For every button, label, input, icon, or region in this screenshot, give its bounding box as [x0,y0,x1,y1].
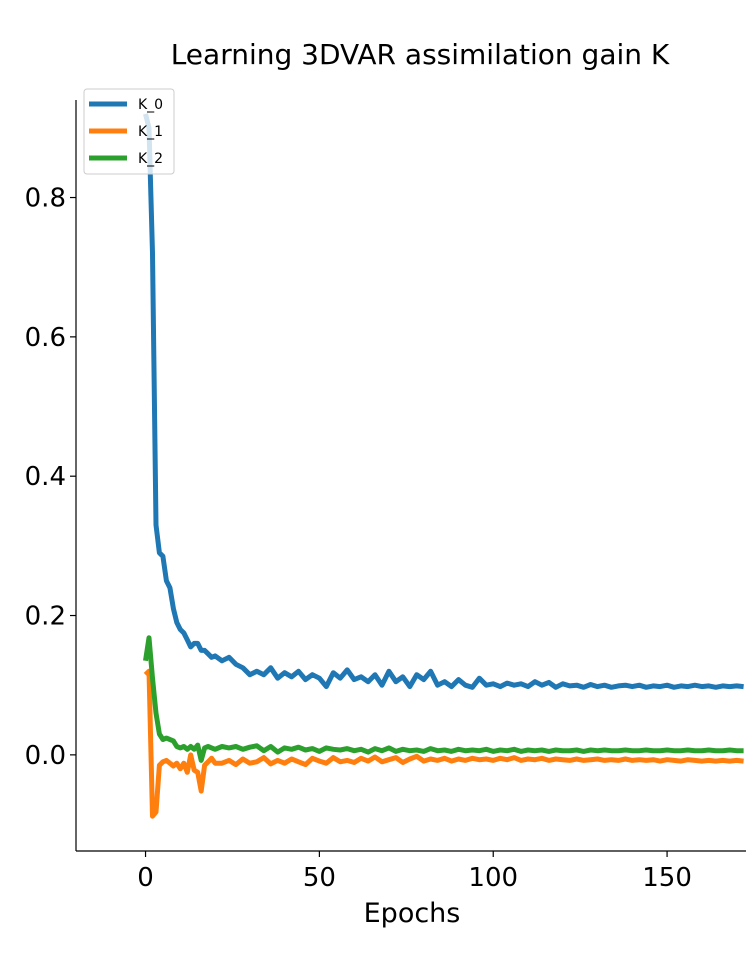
chart-title: Learning 3DVAR assimilation gain K [171,38,670,71]
x-axis-label: Epochs [364,898,461,929]
x-tick-label: 50 [303,863,336,893]
series-line-k-2 [143,635,744,763]
y-tick-label: 0.6 [25,323,66,353]
y-tick-label: 0.2 [25,602,66,632]
series-line-k-0 [143,113,744,690]
y-tick-label: 0.0 [25,741,66,771]
x-tick-label: 0 [137,863,154,893]
legend-label: K_0 [138,97,163,113]
x-tick-label: 150 [642,863,692,893]
legend-box [83,88,175,175]
legend-label: K_2 [138,151,163,167]
y-tick-label: 0.8 [25,184,66,214]
legend-label: K_1 [138,124,163,140]
x-tick-label: 100 [468,863,518,893]
series-group [143,113,744,819]
series-line-k-1 [143,668,744,819]
y-tick-label: 0.4 [25,462,66,492]
